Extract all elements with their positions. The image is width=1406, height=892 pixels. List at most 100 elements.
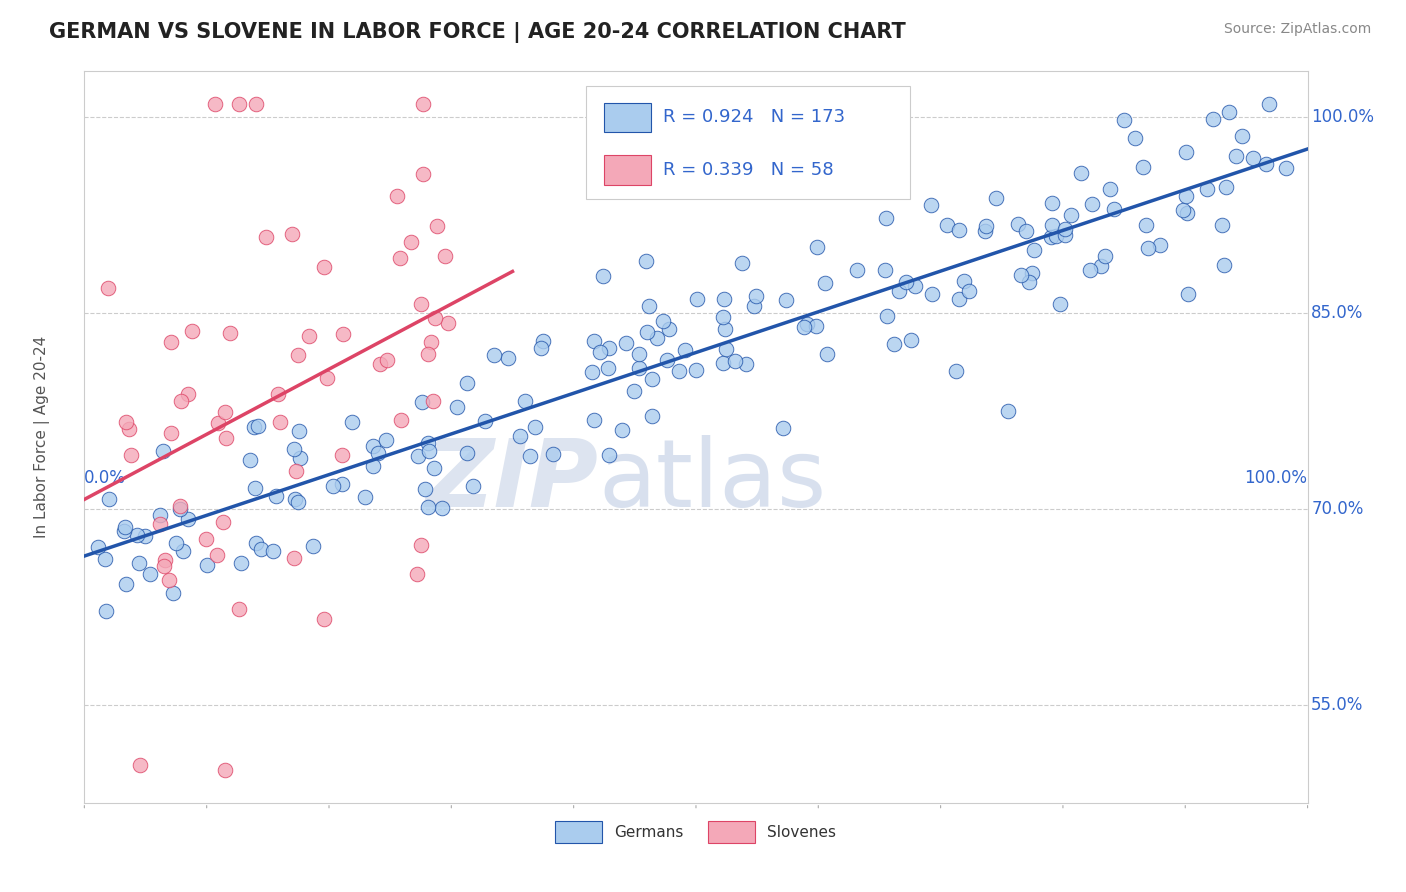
Point <box>177 512 200 526</box>
Point <box>416 500 439 514</box>
Point <box>904 279 927 293</box>
Point <box>426 219 449 233</box>
Point <box>1010 268 1032 282</box>
Point <box>204 97 226 112</box>
Point <box>806 240 828 254</box>
Point <box>212 515 235 529</box>
Point <box>219 326 242 341</box>
Point <box>1177 287 1199 301</box>
Point <box>214 405 236 419</box>
Point <box>283 442 305 457</box>
Point <box>342 415 364 429</box>
Point <box>330 448 353 462</box>
Point <box>214 763 236 777</box>
Text: 55.0%: 55.0% <box>1312 696 1364 714</box>
Point <box>846 262 869 277</box>
Point <box>1173 202 1195 217</box>
Point <box>433 249 456 263</box>
Point <box>1230 129 1253 144</box>
Point <box>883 337 905 351</box>
Point <box>134 528 156 542</box>
Point <box>873 263 896 277</box>
Point <box>647 331 669 345</box>
Point <box>172 544 194 558</box>
Point <box>169 499 191 513</box>
Point <box>361 459 384 474</box>
FancyBboxPatch shape <box>586 86 910 200</box>
Point <box>149 508 172 522</box>
Point <box>1149 238 1171 252</box>
Point <box>948 223 970 237</box>
Text: Source: ZipAtlas.com: Source: ZipAtlas.com <box>1223 22 1371 37</box>
Point <box>367 446 389 460</box>
Point <box>231 556 253 570</box>
Point <box>1197 182 1219 196</box>
Point <box>1021 266 1043 280</box>
Point <box>974 219 997 234</box>
Point <box>1040 195 1063 210</box>
Point <box>714 342 737 356</box>
Point <box>115 415 138 429</box>
Point <box>513 393 536 408</box>
Point <box>1102 202 1125 217</box>
Point <box>96 604 118 618</box>
Point <box>1112 113 1135 128</box>
Point <box>1094 250 1116 264</box>
Point <box>139 567 162 582</box>
Point <box>423 460 446 475</box>
Point <box>1090 259 1112 273</box>
Point <box>114 519 136 533</box>
Text: 85.0%: 85.0% <box>1312 304 1364 322</box>
Point <box>332 326 354 341</box>
Point <box>406 566 429 581</box>
Point <box>921 286 943 301</box>
Point <box>368 357 391 371</box>
Point <box>128 557 150 571</box>
Point <box>1040 230 1063 244</box>
Point <box>120 448 142 462</box>
Text: R = 0.339   N = 58: R = 0.339 N = 58 <box>664 161 834 179</box>
Point <box>283 551 305 566</box>
Point <box>245 481 267 495</box>
Point <box>420 335 443 350</box>
Point <box>162 586 184 600</box>
Point <box>1215 179 1237 194</box>
Point <box>713 356 735 370</box>
Point <box>98 492 121 507</box>
Point <box>637 299 659 313</box>
Point <box>375 352 398 367</box>
Point <box>509 429 531 443</box>
Point <box>731 256 754 270</box>
Point <box>1136 241 1159 255</box>
Point <box>581 365 603 379</box>
Text: Germans: Germans <box>614 824 683 839</box>
Point <box>316 371 339 385</box>
Text: 100.0%: 100.0% <box>1244 468 1308 486</box>
Point <box>686 292 709 306</box>
Point <box>228 97 250 112</box>
Point <box>627 361 650 376</box>
Point <box>312 260 335 274</box>
Point <box>280 227 302 241</box>
Point <box>1070 166 1092 180</box>
Text: GERMAN VS SLOVENE IN LABOR FORCE | AGE 20-24 CORRELATION CHART: GERMAN VS SLOVENE IN LABOR FORCE | AGE 2… <box>49 22 905 44</box>
Point <box>375 433 398 447</box>
Point <box>984 191 1007 205</box>
Point <box>524 420 547 434</box>
Point <box>887 284 910 298</box>
Point <box>815 347 838 361</box>
Point <box>1040 218 1063 232</box>
Point <box>1225 149 1247 163</box>
Point <box>284 491 307 506</box>
Point <box>1018 276 1040 290</box>
Point <box>1218 105 1240 120</box>
Point <box>592 268 614 283</box>
Point <box>582 413 605 427</box>
Point <box>685 363 707 377</box>
Point <box>411 394 433 409</box>
Point <box>894 275 917 289</box>
Point <box>195 558 218 573</box>
FancyBboxPatch shape <box>555 821 602 843</box>
Point <box>256 230 278 244</box>
Point <box>1175 206 1198 220</box>
